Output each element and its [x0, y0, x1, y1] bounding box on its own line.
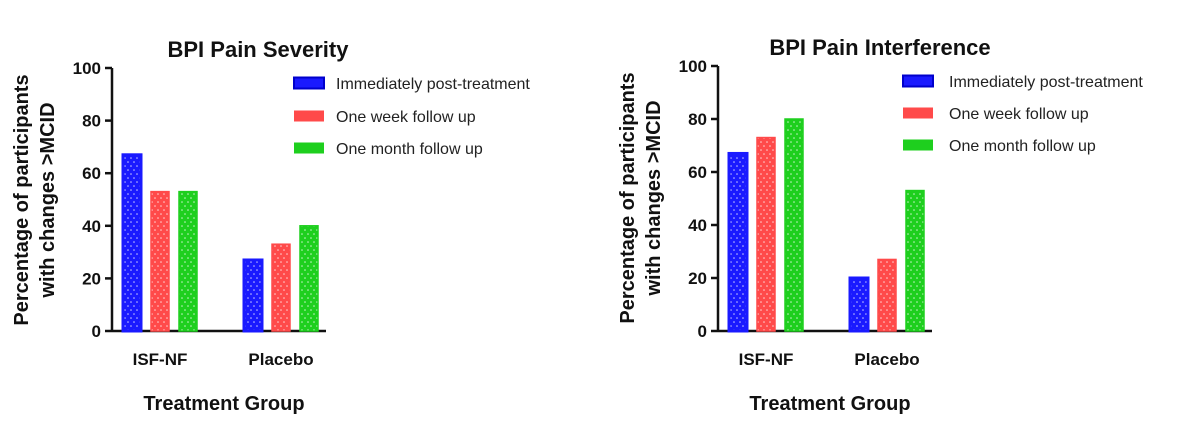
bar-placebo-series-1: [271, 243, 291, 332]
x-category-label: Placebo: [248, 350, 313, 369]
chart-panel-pain-interference: BPI Pain Interference 0 20 40 60 80 100 ISF-NF P…: [606, 0, 1193, 430]
chart-panel-pain-severity: BPI Pain Severity 0 20 40 60 80 100 ISF-NF Place…: [0, 0, 596, 430]
bar-isf-nf-series-0: [727, 151, 749, 333]
legend-swatch: [903, 107, 933, 119]
y-axis-title: Percentage of participants: [11, 74, 33, 325]
y-tick-label: 100: [679, 57, 707, 76]
y-tick-label: 80: [82, 112, 101, 131]
y-tick-label: 100: [73, 59, 101, 78]
y-tick-label: 60: [688, 163, 707, 182]
y-tick-label: 40: [688, 216, 707, 235]
legend-label: One month follow up: [949, 138, 1096, 155]
x-category-label: ISF-NF: [133, 350, 188, 369]
legend-swatch: [294, 110, 324, 122]
chart-title: BPI Pain Severity: [168, 37, 350, 62]
x-axis-title: Treatment Group: [749, 393, 910, 415]
bar-placebo-series-2: [905, 189, 925, 332]
y-axis-title: Percentage of participants: [617, 72, 639, 323]
y-tick-label: 60: [82, 164, 101, 183]
legend-label: One month follow up: [336, 141, 483, 158]
bar-isf-nf-series-2: [178, 190, 198, 332]
bar-isf-nf-series-1: [150, 190, 170, 332]
bar-placebo-series-0: [848, 276, 870, 333]
y-tick-label: 20: [82, 269, 101, 288]
bar-isf-nf-series-2: [784, 118, 804, 332]
legend-swatch: [903, 139, 933, 151]
bar-placebo-series-2: [299, 225, 319, 332]
bar-placebo-series-1: [877, 258, 897, 332]
y-tick-label: 0: [698, 322, 707, 341]
y-axis-title: with changes >MCID: [643, 100, 665, 296]
y-tick-label: 80: [688, 110, 707, 129]
y-tick-label: 40: [82, 217, 101, 236]
legend-swatch: [293, 76, 325, 90]
y-tick-label: 0: [92, 322, 101, 341]
legend-label: Immediately post-treatment: [336, 76, 530, 93]
chart-pain-severity: BPI Pain Severity 0 20 40 60 80 100 ISF-NF Place…: [11, 37, 530, 415]
chart-pain-interference: BPI Pain Interference 0 20 40 60 80 100 ISF-NF P…: [617, 35, 1143, 415]
y-tick-label: 20: [688, 269, 707, 288]
chart-title: BPI Pain Interference: [769, 35, 990, 60]
y-axis-title: with changes >MCID: [37, 102, 59, 298]
legend-label: One week follow up: [949, 106, 1089, 123]
x-category-label: Placebo: [854, 350, 919, 369]
x-axis-title: Treatment Group: [143, 393, 304, 415]
legend-label: Immediately post-treatment: [949, 74, 1143, 91]
legend-label: One week follow up: [336, 109, 476, 126]
legend-swatch: [902, 74, 934, 88]
bar-isf-nf-series-1: [756, 136, 776, 332]
bar-placebo-series-0: [242, 258, 264, 333]
bar-isf-nf-series-0: [121, 153, 143, 333]
legend-swatch: [294, 142, 324, 154]
x-category-label: ISF-NF: [739, 350, 794, 369]
